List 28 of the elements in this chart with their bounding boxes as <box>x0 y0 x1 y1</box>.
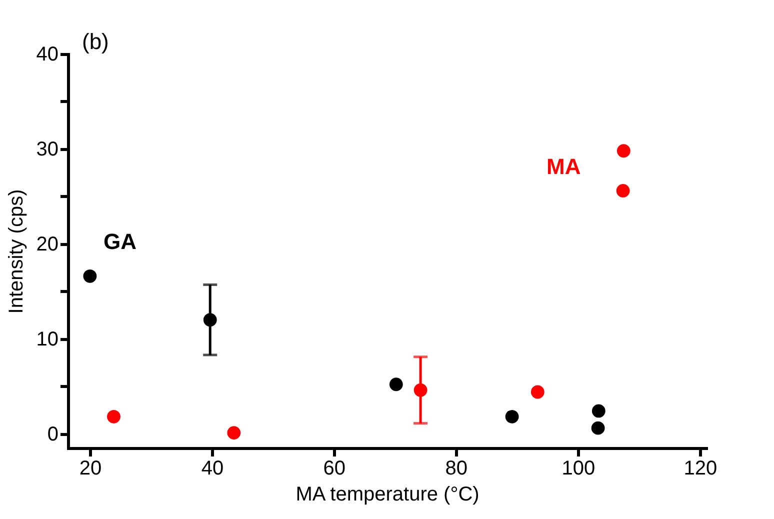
point <box>83 269 97 283</box>
x-tick-label: 60 <box>323 458 346 480</box>
series-label: GA <box>103 229 137 254</box>
point <box>530 385 544 399</box>
point <box>203 313 217 327</box>
y-tick-label: 10 <box>36 328 58 350</box>
point <box>227 426 241 440</box>
point <box>505 410 519 424</box>
y-tick-label: 0 <box>47 423 58 446</box>
x-tick-label: 80 <box>445 458 468 480</box>
x-tick-label: 100 <box>562 458 596 480</box>
y-tick-label: 20 <box>36 233 58 256</box>
series-label: MA <box>546 154 581 179</box>
point <box>389 378 403 392</box>
point <box>414 383 428 397</box>
x-tick-label: 20 <box>79 458 102 480</box>
point <box>107 410 120 424</box>
x-tick-label: 120 <box>684 458 718 480</box>
y-tick-label: 30 <box>36 138 58 160</box>
text: (b) <box>82 29 109 54</box>
point <box>616 184 630 198</box>
y-axis-title: Intensity (cps) <box>5 189 28 314</box>
point <box>591 421 605 435</box>
x-tick-label: 40 <box>201 458 224 480</box>
y-tick-label: 40 <box>36 44 58 66</box>
point <box>592 404 606 418</box>
point <box>616 144 630 158</box>
x-axis-title: MA temperature (°C) <box>296 484 480 506</box>
